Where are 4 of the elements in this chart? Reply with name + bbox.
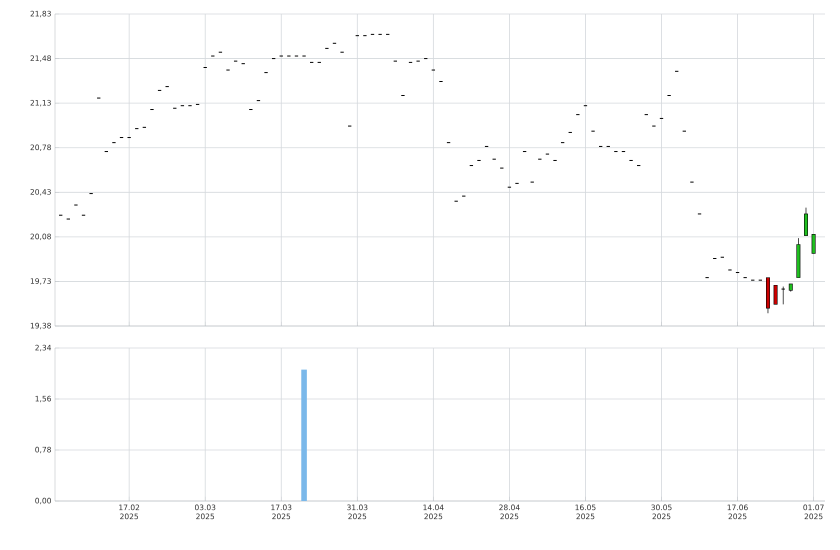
- candlestick: [774, 284, 778, 305]
- candlestick: [812, 234, 816, 254]
- candlestick: [804, 207, 808, 236]
- candlestick: [781, 286, 786, 305]
